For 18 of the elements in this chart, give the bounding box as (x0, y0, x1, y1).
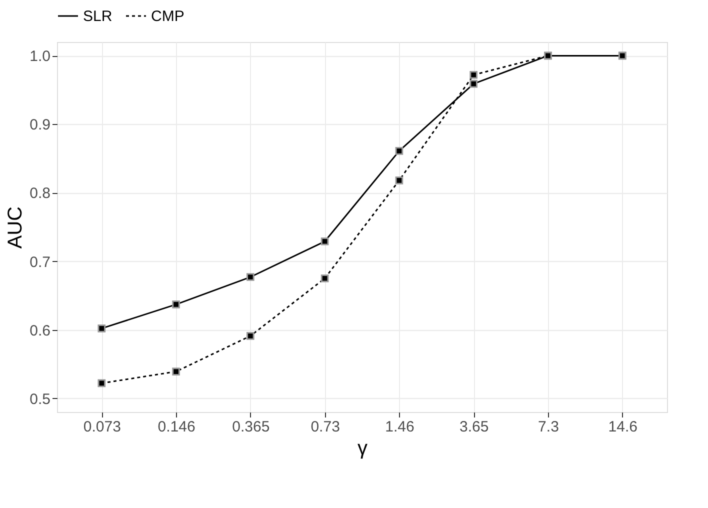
y-tick-label: 1.0 (30, 48, 50, 66)
x-tick-label: 7.3 (538, 418, 559, 436)
y-tick-label: 0.5 (30, 390, 50, 408)
y-axis-title: AUC (4, 206, 27, 249)
legend-label: SLR (83, 8, 112, 25)
x-tick-label: 0.146 (158, 418, 196, 436)
x-tick-label: 1.46 (385, 418, 414, 436)
x-tick-label: 14.6 (608, 418, 638, 436)
x-tick-label: 0.073 (83, 418, 121, 436)
x-tick-label: 3.65 (459, 418, 489, 436)
y-tick-label: 0.8 (30, 185, 50, 202)
y-tick-label: 0.6 (30, 322, 50, 340)
legend-label: CMP (151, 8, 184, 25)
x-tick-label: 0.73 (310, 418, 340, 436)
x-tick-label: 0.365 (232, 418, 270, 436)
y-tick-label: 0.9 (30, 116, 50, 134)
y-tick-label: 0.7 (30, 254, 50, 271)
x-axis-title: γ (358, 438, 368, 460)
